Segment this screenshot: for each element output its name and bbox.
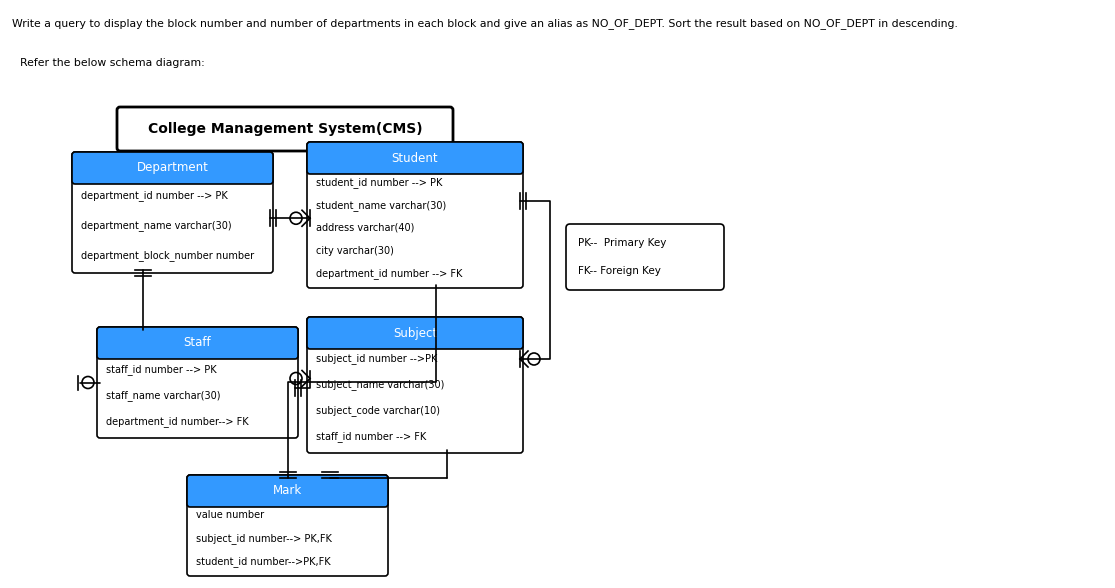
FancyBboxPatch shape (187, 475, 388, 576)
Text: Subject: Subject (392, 326, 437, 339)
FancyBboxPatch shape (307, 142, 523, 174)
FancyBboxPatch shape (307, 317, 523, 349)
Text: city varchar(30): city varchar(30) (316, 246, 394, 256)
Text: student_id number --> PK: student_id number --> PK (316, 177, 443, 188)
FancyBboxPatch shape (72, 152, 273, 273)
FancyBboxPatch shape (307, 317, 523, 453)
Text: Write a query to display the block number and number of departments in each bloc: Write a query to display the block numbe… (12, 18, 958, 29)
FancyBboxPatch shape (72, 152, 273, 184)
Text: staff_id number --> FK: staff_id number --> FK (316, 432, 426, 442)
Text: subject_id number--> PK,FK: subject_id number--> PK,FK (196, 533, 332, 544)
Text: student_id number-->PK,FK: student_id number-->PK,FK (196, 556, 331, 567)
Text: student_name varchar(30): student_name varchar(30) (316, 200, 446, 211)
FancyBboxPatch shape (187, 475, 388, 507)
Text: staff_id number --> PK: staff_id number --> PK (106, 364, 216, 375)
Text: address varchar(40): address varchar(40) (316, 223, 415, 233)
FancyBboxPatch shape (117, 107, 453, 151)
Text: PK--  Primary Key: PK-- Primary Key (578, 238, 667, 248)
Text: FK-- Foreign Key: FK-- Foreign Key (578, 266, 661, 276)
Text: subject_id number -->PK: subject_id number -->PK (316, 353, 437, 365)
Text: department_id number --> PK: department_id number --> PK (81, 191, 227, 201)
Text: value number: value number (196, 510, 264, 520)
FancyBboxPatch shape (307, 142, 523, 288)
FancyBboxPatch shape (97, 327, 298, 359)
Text: Student: Student (391, 152, 438, 165)
Text: Department: Department (136, 162, 209, 175)
Text: Staff: Staff (184, 336, 212, 349)
Text: Mark: Mark (273, 485, 302, 497)
Text: department_id number--> FK: department_id number--> FK (106, 416, 249, 427)
Text: subject_code varchar(10): subject_code varchar(10) (316, 406, 440, 416)
FancyBboxPatch shape (566, 224, 724, 290)
Text: department_block_number number: department_block_number number (81, 250, 254, 260)
Text: Refer the below schema diagram:: Refer the below schema diagram: (20, 58, 205, 68)
Text: department_name varchar(30): department_name varchar(30) (81, 220, 232, 231)
Text: College Management System(CMS): College Management System(CMS) (147, 122, 423, 136)
Text: department_id number --> FK: department_id number --> FK (316, 268, 463, 279)
FancyBboxPatch shape (97, 327, 298, 438)
Text: subject_name varchar(30): subject_name varchar(30) (316, 379, 445, 390)
Text: staff_name varchar(30): staff_name varchar(30) (106, 390, 221, 401)
